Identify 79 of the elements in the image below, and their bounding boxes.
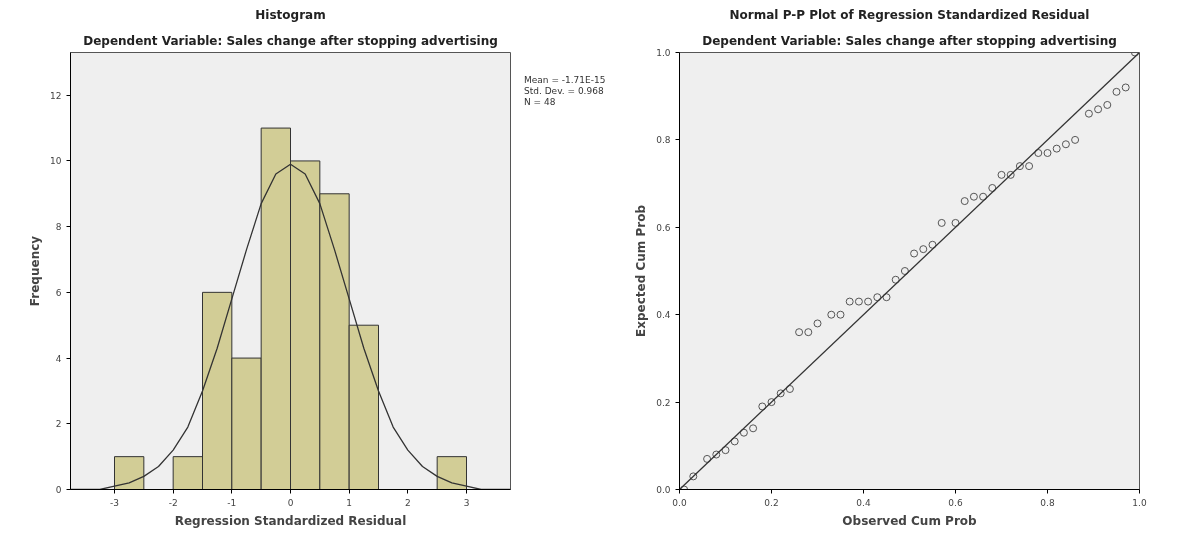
point — [997, 170, 1006, 179]
point — [1094, 105, 1103, 114]
text: Mean = -1.71E-15 — [524, 75, 606, 86]
y-tick-label: 0.0 — [656, 485, 671, 495]
point — [928, 240, 937, 249]
y-tick-label: 8 — [55, 222, 62, 233]
x-tick-label: 0.4 — [856, 497, 871, 508]
point — [1034, 149, 1043, 157]
point — [951, 218, 960, 227]
point — [804, 328, 813, 337]
x-tick-label: 2 — [404, 497, 411, 508]
y-tick-label: 4 — [55, 353, 62, 364]
chart-subtitle: Dependent Variable: Sales change after stopping advertising — [83, 33, 498, 48]
point — [749, 424, 758, 433]
y-tick-label: 10 — [50, 156, 62, 167]
chart-title: Normal P-P Plot of Regression Standardized Residual — [729, 7, 1090, 22]
chart-title: Histogram — [255, 7, 326, 22]
point — [1084, 109, 1093, 118]
point — [873, 293, 882, 302]
point — [937, 218, 946, 227]
y-tick-label: 0 — [55, 485, 62, 495]
point — [882, 293, 891, 302]
text: Std. Dev. = 0.968 — [524, 86, 604, 97]
point — [1061, 140, 1070, 149]
x-tick-label: -1 — [227, 497, 237, 508]
point — [864, 297, 873, 306]
x-tick-label: 0 — [287, 497, 294, 508]
point — [919, 245, 928, 254]
point — [836, 310, 845, 319]
point — [1121, 83, 1130, 92]
point — [1112, 87, 1121, 96]
point — [813, 319, 822, 328]
y-axis-title: Frequency — [28, 235, 43, 307]
point — [730, 437, 739, 446]
x-tick-label: 0.6 — [948, 497, 963, 508]
point — [845, 297, 854, 306]
x-tick-label: 0.0 — [672, 497, 687, 508]
point — [1052, 144, 1061, 153]
x-tick-label: 1.0 — [1132, 497, 1147, 508]
point — [827, 310, 836, 319]
point — [689, 472, 698, 481]
point — [969, 192, 978, 201]
point — [1006, 170, 1015, 179]
text: N = 48 — [524, 97, 556, 108]
y-tick-label: 6 — [55, 287, 62, 298]
y-tick-label: 0.6 — [656, 222, 671, 233]
point — [910, 249, 919, 258]
x-tick-label: 1 — [346, 497, 353, 508]
x-tick-label: 3 — [463, 497, 470, 508]
point — [1025, 162, 1034, 171]
chart-subtitle: Dependent Variable: Sales change after stopping advertising — [702, 33, 1117, 48]
y-tick-label: 12 — [50, 90, 62, 101]
point — [854, 297, 863, 306]
point — [1015, 162, 1024, 171]
x-tick-label: 0.8 — [1040, 497, 1055, 508]
y-tick-label: 0.4 — [656, 310, 671, 321]
point — [767, 398, 776, 407]
y-tick-label: 0.2 — [656, 397, 671, 408]
y-tick-label: 0.8 — [656, 135, 671, 146]
x-tick-label: -2 — [168, 497, 178, 508]
point — [758, 402, 767, 411]
point — [1071, 135, 1080, 144]
y-tick-label: 2 — [55, 419, 62, 430]
x-tick-label: 0.2 — [764, 497, 779, 508]
point — [795, 328, 804, 337]
point — [721, 446, 730, 455]
x-axis-title: Observed Cum Prob — [842, 513, 978, 528]
point — [1103, 100, 1112, 109]
x-tick-label: -3 — [110, 497, 119, 508]
point — [960, 197, 969, 206]
point — [712, 450, 721, 459]
y-tick-label: 1.0 — [656, 48, 671, 58]
point — [979, 192, 988, 201]
point — [1043, 149, 1052, 157]
point — [739, 428, 748, 437]
point — [891, 275, 900, 284]
point — [776, 389, 785, 398]
y-axis-title: Expected Cum Prob — [634, 204, 649, 337]
x-axis-title: Regression Standardized Residual — [174, 513, 407, 528]
